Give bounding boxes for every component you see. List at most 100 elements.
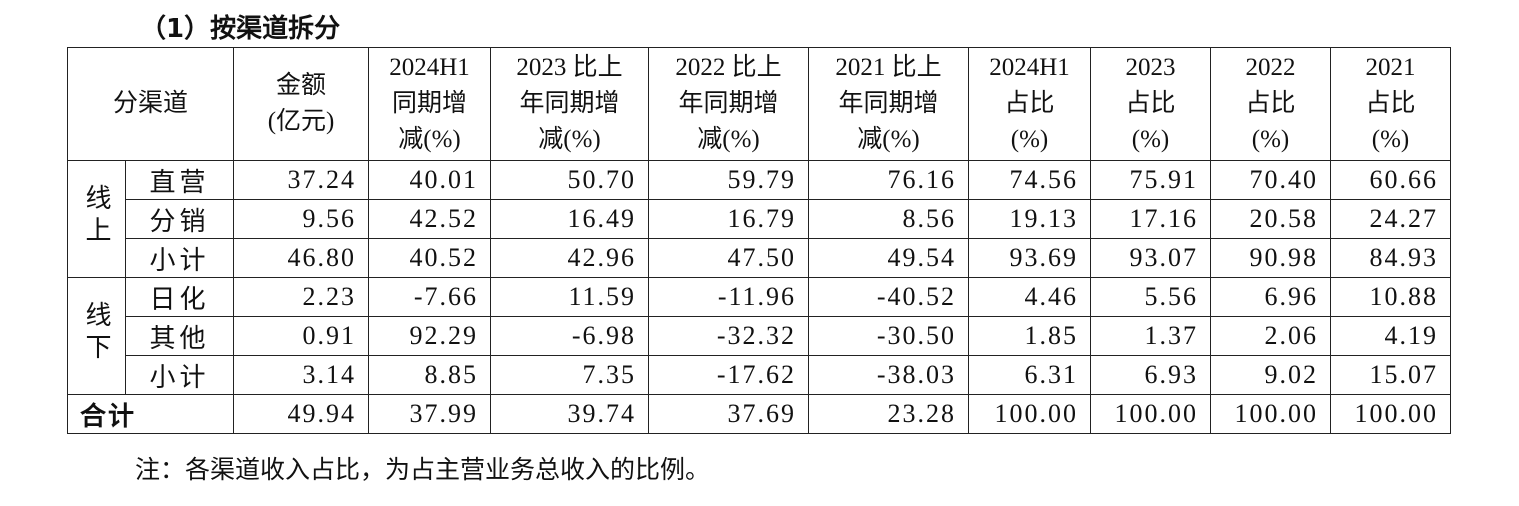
data-cell: 1.85	[968, 316, 1092, 356]
footnote: 注：各渠道收入占比，为占主营业务总收入的比例。	[135, 457, 711, 484]
data-cell: -40.52	[808, 277, 970, 317]
header-cell: 2021 比上 年同期增 减(%)	[808, 47, 970, 161]
data-cell: 11.59	[490, 277, 650, 317]
group-cell: 线下	[67, 277, 126, 395]
data-cell: 3.14	[233, 355, 370, 395]
data-cell: 7.35	[490, 355, 650, 395]
data-cell: 19.13	[968, 199, 1092, 239]
data-cell: 59.79	[648, 160, 810, 200]
data-cell: 37.69	[648, 394, 810, 434]
data-cell: 2.23	[233, 277, 370, 317]
data-cell: 92.29	[368, 316, 492, 356]
data-cell: 24.27	[1330, 199, 1452, 239]
data-cell: 6.31	[968, 355, 1092, 395]
header-line: 2022	[1245, 54, 1296, 81]
header-line: 2021	[1365, 54, 1416, 81]
data-cell: 9.02	[1210, 355, 1332, 395]
data-cell: 49.94	[233, 394, 370, 434]
data-cell: 93.07	[1090, 238, 1212, 278]
data-cell: 40.52	[368, 238, 492, 278]
data-cell: -11.96	[648, 277, 810, 317]
total-row: 合计 49.94 37.99 39.74 37.69 23.28 100.00 100.00 1…	[66, 394, 1452, 434]
row-name: 直营	[124, 160, 235, 200]
header-line: (亿元)	[267, 108, 335, 135]
data-cell: 4.19	[1330, 316, 1452, 356]
header-cell: 2022 占比 (%)	[1210, 47, 1332, 161]
data-cell: 74.56	[968, 160, 1092, 200]
data-cell: 20.58	[1210, 199, 1332, 239]
header-line: (%)	[1371, 126, 1410, 153]
header-line: 2023 比上	[516, 54, 623, 81]
header-row: 分渠道 金额 (亿元) 2024H1 同期增 减(%) 2023 比上 年同期增 减(%) 202…	[66, 47, 1452, 161]
data-row: 线上 直营 37.24 40.01 50.70 59.79 76.16 74.56 75.91 7…	[67, 160, 1452, 278]
header-line: 2024H1	[389, 54, 470, 81]
section-title: （1）按渠道拆分	[140, 14, 341, 44]
data-row: 分销 9.56 42.52 16.49 16.79 8.56 19.13 17.16 20.58…	[68, 199, 1452, 239]
data-cell: 39.74	[490, 394, 650, 434]
header-line: 同期增	[392, 90, 468, 117]
data-cell: 75.91	[1090, 160, 1212, 200]
data-cell: 1.37	[1090, 316, 1212, 356]
data-cell: 90.98	[1210, 238, 1332, 278]
data-cell: 10.88	[1330, 277, 1452, 317]
header-line: (%)	[1010, 126, 1049, 153]
header-line: 占比	[1365, 90, 1416, 117]
data-cell: 49.54	[808, 238, 970, 278]
data-cell: 42.52	[368, 199, 492, 239]
header-line: 2024H1	[989, 54, 1070, 81]
data-cell: 6.96	[1210, 277, 1332, 317]
total-label: 合计	[66, 394, 235, 434]
header-line: 减(%)	[398, 126, 461, 153]
data-cell: 47.50	[648, 238, 810, 278]
data-cell: 50.70	[490, 160, 650, 200]
data-cell: 100.00	[1210, 394, 1332, 434]
row-name: 日化	[124, 277, 235, 317]
data-cell: 2.06	[1210, 316, 1332, 356]
data-cell: 0.91	[233, 316, 370, 356]
data-cell: 70.40	[1210, 160, 1332, 200]
data-cell: 6.93	[1090, 355, 1212, 395]
header-cell: 分渠道	[66, 47, 235, 161]
header-line: 减(%)	[538, 126, 601, 153]
header-cell: 2023 占比 (%)	[1090, 47, 1212, 161]
header-cell: 2024H1 占比 (%)	[968, 47, 1092, 161]
data-row: 其他 0.91 92.29 -6.98 -32.32 -30.50 1.85 1.37 2.06…	[68, 316, 1452, 356]
data-cell: 16.49	[490, 199, 650, 239]
header-line: 金额	[276, 72, 327, 99]
header-line: 年同期增	[519, 90, 620, 117]
header-line: 占比	[1245, 90, 1296, 117]
data-cell: 16.79	[648, 199, 810, 239]
data-row: 线下 日化 2.23 -7.66 11.59 -11.96 -40.52 4.46 5.56 6.…	[67, 277, 1452, 395]
header-line: 占比	[1004, 90, 1055, 117]
row-name: 其他	[124, 316, 235, 356]
data-cell: 46.80	[233, 238, 370, 278]
header-line: 2021 比上	[835, 54, 942, 81]
header-line: 年同期增	[678, 90, 779, 117]
data-cell: 8.85	[368, 355, 492, 395]
data-cell: 5.56	[1090, 277, 1212, 317]
group-label: 线下	[82, 300, 111, 365]
data-cell: 4.46	[968, 277, 1092, 317]
header-line: 减(%)	[857, 126, 920, 153]
data-cell: 37.24	[233, 160, 370, 200]
header-cell: 2024H1 同期增减(%)	[368, 47, 492, 161]
data-cell: 15.07	[1330, 355, 1452, 395]
data-cell: 100.00	[968, 394, 1092, 434]
group-cell: 线上	[67, 160, 126, 278]
header-line: 2022 比上	[675, 54, 782, 81]
header-cell: 2023 比上 年同期增减(%)	[490, 47, 650, 161]
header-line: 减(%)	[697, 126, 760, 153]
header-cell: 2022 比上 年同期增减(%)	[648, 47, 810, 161]
data-cell: 9.56	[233, 199, 370, 239]
row-name: 小计	[124, 238, 235, 278]
header-line: 2023	[1125, 54, 1176, 81]
data-cell: -7.66	[368, 277, 492, 317]
group-label: 线上	[82, 183, 111, 248]
row-name: 分销	[124, 199, 235, 239]
data-cell: -30.50	[808, 316, 970, 356]
header-cell: 2021 占比 (%)	[1330, 47, 1452, 161]
data-cell: 84.93	[1330, 238, 1452, 278]
data-row: 小计 3.14 8.85 7.35 -17.62 -38.03 6.31 6.93 9.02 15…	[68, 355, 1452, 395]
header-line: (%)	[1131, 126, 1170, 153]
data-cell: 23.28	[808, 394, 970, 434]
